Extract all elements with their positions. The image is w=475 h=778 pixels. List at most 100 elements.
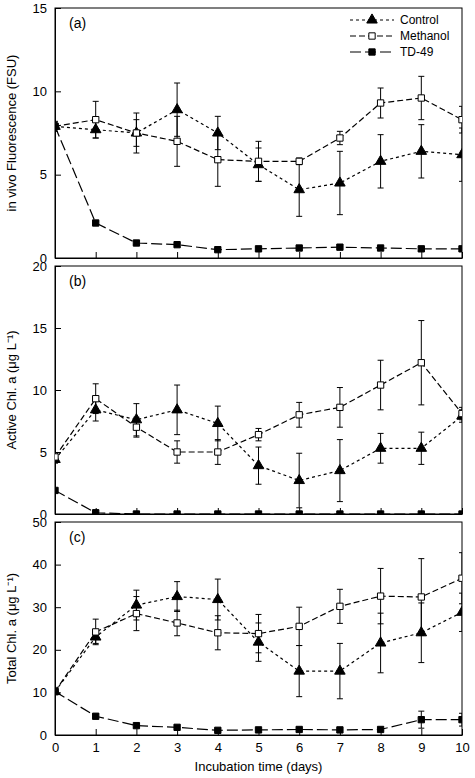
legend-marker <box>369 33 375 39</box>
error-cap <box>256 447 262 448</box>
line <box>55 363 462 457</box>
tick-label: 5 <box>40 167 47 182</box>
marker <box>133 511 139 514</box>
marker <box>215 511 221 514</box>
error-bar <box>55 123 58 130</box>
x-tick <box>299 252 300 258</box>
marker <box>457 606 462 615</box>
error-cap <box>215 186 221 187</box>
legend-entry: Methanol <box>350 29 449 43</box>
error-bar <box>459 713 462 726</box>
marker <box>93 117 99 123</box>
marker <box>55 688 58 694</box>
panel-label: (b) <box>69 273 86 289</box>
error-bar <box>256 614 262 652</box>
marker <box>296 726 302 732</box>
marker <box>255 158 261 164</box>
error-bar <box>215 616 221 650</box>
legend-marker <box>369 49 375 55</box>
marker <box>377 726 383 732</box>
marker <box>416 145 427 154</box>
error-bar <box>459 410 462 422</box>
error-bar <box>459 553 462 604</box>
error-bar <box>55 121 58 131</box>
y-axis-title: Active Chl. a (μg L⁻¹) <box>4 330 19 449</box>
marker <box>55 120 60 129</box>
error-bar <box>378 360 384 410</box>
x-tick: 2 <box>133 729 140 755</box>
marker <box>172 590 183 599</box>
tick-label: 5 <box>255 740 262 755</box>
marker <box>55 123 58 129</box>
tick-label: 50 <box>33 515 47 530</box>
error-cap <box>174 83 180 84</box>
panel-label: (c) <box>69 529 85 545</box>
tick-mark <box>136 252 137 258</box>
error-cap <box>337 387 343 388</box>
error-cap <box>378 118 384 119</box>
tick-label: 15 <box>33 1 47 16</box>
tick-mark <box>55 390 61 391</box>
error-cap <box>418 404 424 405</box>
marker <box>93 629 99 635</box>
error-cap <box>133 403 139 404</box>
error-cap <box>337 131 343 132</box>
error-cap <box>256 181 262 182</box>
legend-label: Control <box>400 13 439 27</box>
error-cap <box>337 427 343 428</box>
error-cap <box>459 726 462 727</box>
error-cap <box>256 181 262 182</box>
error-cap <box>459 603 462 604</box>
error-cap <box>93 101 99 102</box>
marker <box>335 177 346 186</box>
marker <box>294 184 305 193</box>
error-cap <box>459 106 462 107</box>
error-bar <box>256 428 262 440</box>
error-cap <box>215 579 221 580</box>
error-cap <box>296 645 302 646</box>
tick-mark <box>55 735 61 736</box>
error-cap <box>418 178 424 179</box>
error-cap <box>418 124 424 125</box>
marker <box>337 244 343 250</box>
tick-label: 8 <box>377 740 384 755</box>
series <box>55 487 462 514</box>
tick-mark <box>55 258 61 259</box>
error-bar <box>215 133 221 186</box>
tick-label: 40 <box>33 557 47 572</box>
error-bar <box>93 101 99 138</box>
error-cap <box>256 428 262 429</box>
tick-mark <box>177 252 178 258</box>
marker <box>375 637 386 646</box>
error-cap <box>133 437 139 438</box>
error-bar <box>55 454 58 459</box>
x-tick: 1 <box>93 729 100 755</box>
error-cap <box>256 661 262 662</box>
x-tick <box>421 252 422 258</box>
legend-marker <box>367 14 378 23</box>
marker <box>174 724 180 730</box>
x-tick <box>177 252 178 258</box>
marker <box>459 575 462 581</box>
error-cap <box>418 464 424 465</box>
tick-mark <box>55 522 61 523</box>
marker <box>213 593 224 602</box>
y-tick: 20 <box>33 259 61 274</box>
tick-label: 9 <box>418 740 425 755</box>
marker <box>459 717 462 723</box>
error-cap <box>215 133 221 134</box>
marker <box>93 713 99 719</box>
line <box>55 578 462 691</box>
error-cap <box>459 422 462 423</box>
error-cap <box>337 643 343 644</box>
marker <box>459 511 462 514</box>
marker <box>172 104 183 113</box>
error-cap <box>296 645 302 646</box>
tick-mark <box>421 252 422 258</box>
y-axis-title: Total Chl. a (μg L⁻¹) <box>4 573 19 684</box>
error-cap <box>215 439 221 440</box>
error-cap <box>459 713 462 714</box>
error-cap <box>133 153 139 154</box>
y-tick: 15 <box>33 1 61 16</box>
marker <box>418 717 424 723</box>
